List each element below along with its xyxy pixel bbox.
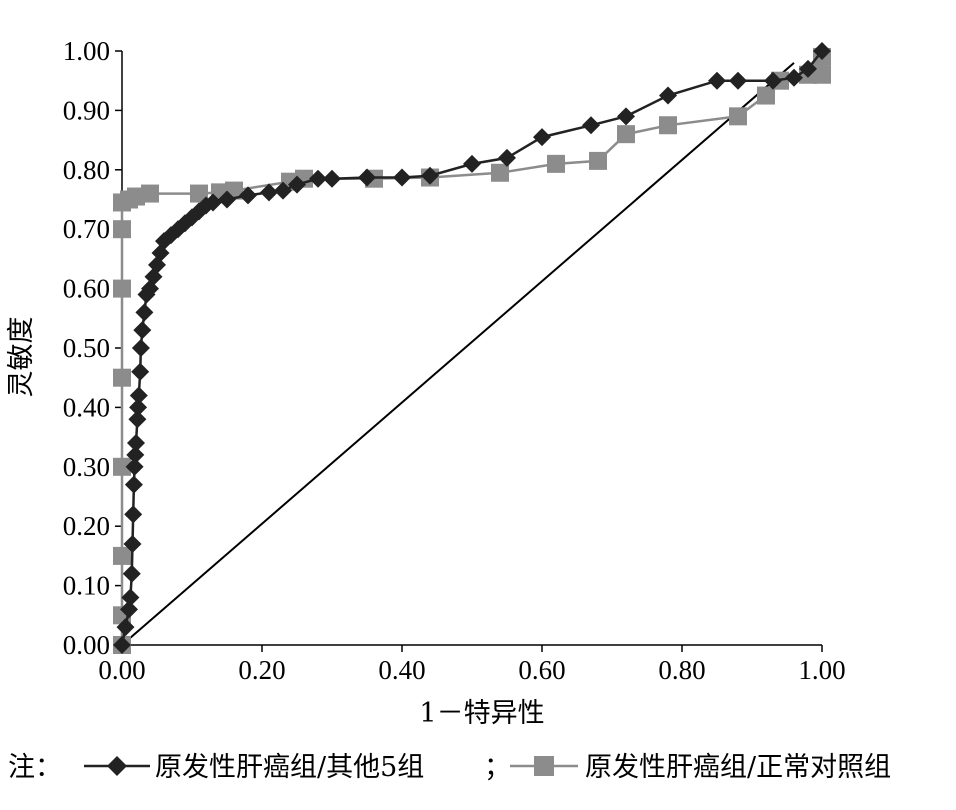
data-point-diamond [128,410,147,429]
y-tick-label: 0.30 [63,452,110,482]
data-point-diamond [204,193,222,212]
data-point-diamond [239,186,257,205]
data-point-square [113,368,131,387]
y-tick-label: 0.90 [63,95,110,125]
data-point-diamond [129,398,148,417]
data-point-diamond [129,386,148,405]
y-tick-label: 0.10 [63,571,110,601]
data-point-diamond [813,42,831,60]
x-tick-label: 1.00 [798,655,845,685]
y-tick-label: 1.00 [63,36,110,66]
y-tick-label: 0.60 [63,274,110,304]
data-point-diamond [123,535,142,554]
data-point-square [547,154,565,173]
legend-separator: ； [484,752,511,783]
x-tick-label: 0.20 [238,655,285,685]
data-point-diamond [421,166,439,185]
plot-area [113,42,831,654]
data-point-square [113,457,131,476]
data-point-diamond [533,128,551,147]
y-axis-title: 灵敏度 [6,317,37,398]
legend: 注： 原发性肝癌组/其他5组 ； 原发性肝癌组/正常对照组 [8,752,891,783]
data-point-diamond [659,86,677,105]
data-point-diamond [131,339,150,357]
x-axis-title: 1－特异性 [419,698,544,729]
data-point-diamond [274,181,292,200]
y-tick-label: 0.20 [63,511,110,541]
data-point-diamond [124,475,143,494]
data-point-diamond [463,154,481,173]
data-point-diamond [122,564,141,583]
data-point-diamond [116,618,135,637]
data-point-square [589,151,607,170]
legend-label-series-2: 原发性肝癌组/正常对照组 [585,752,891,783]
data-point-diamond [358,168,376,187]
data-point-square [190,184,208,203]
x-tick-label: 0.40 [378,655,425,685]
data-point-diamond [260,183,278,202]
data-point-diamond [799,59,817,78]
data-point-diamond [393,168,411,187]
data-point-diamond [218,190,236,209]
data-point-diamond [133,321,152,340]
data-point-square [813,65,831,84]
y-tick-label: 0.80 [63,155,110,185]
y-tick-label: 0.50 [63,333,110,363]
data-point-square [491,163,509,182]
data-point-diamond [764,71,782,90]
series-line-1 [120,50,823,646]
legend-label-series-1: 原发性肝癌组/其他5组 [155,752,424,783]
x-tick-label: 0.60 [518,655,565,685]
data-point-diamond [127,434,145,453]
data-point-diamond [124,505,143,524]
data-point-square [617,125,635,144]
data-point-diamond [729,71,747,90]
data-point-diamond [113,636,131,654]
data-point-diamond [125,457,144,476]
data-point-diamond [617,107,635,126]
x-tick-label: 0.80 [658,655,705,685]
legend-marker-series-1 [107,756,127,776]
data-point-square [113,220,131,239]
data-point-diamond [288,175,306,194]
data-point-diamond [309,169,327,188]
data-point-diamond [323,169,341,188]
data-point-diamond [708,71,726,90]
data-point-diamond [126,445,145,464]
data-point-diamond [135,303,154,322]
data-point-square [659,116,677,135]
data-point-diamond [785,68,803,87]
series-line-3 [121,62,795,646]
data-point-square [113,279,131,298]
axes [121,51,822,646]
y-tick-label: 0.00 [63,630,110,660]
series-line-2 [120,56,824,645]
legend-marker-series-2 [534,756,554,776]
data-point-square [127,187,145,206]
data-point-diamond [498,148,516,167]
data-point-square [729,107,747,126]
y-tick-label: 0.40 [63,392,110,422]
data-point-square [757,86,775,105]
legend-prefix: 注： [8,752,62,783]
y-tick-label: 0.70 [63,214,110,244]
data-point-diamond [121,588,140,607]
x-tick-label: 0.00 [98,655,145,685]
data-point-diamond [120,600,138,619]
y-ticks: 0.00 0.10 0.20 0.30 0.40 0.50 0.60 0.70 0.80 0.90… [63,36,122,660]
data-point-square [113,546,131,565]
data-point-square [141,184,159,203]
data-point-diamond [582,116,600,135]
data-point-diamond [131,362,150,381]
x-ticks: 0.00 0.20 0.40 0.60 0.80 1.00 [98,645,846,685]
